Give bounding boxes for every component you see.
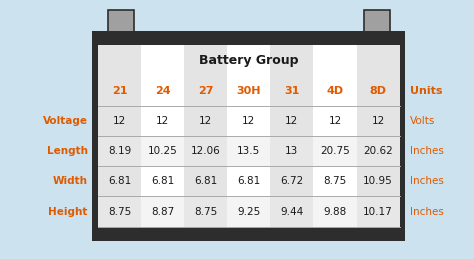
Text: 13: 13 [285,146,299,156]
Text: 12: 12 [113,116,126,126]
Text: 8.75: 8.75 [108,206,131,217]
Text: 9.44: 9.44 [280,206,303,217]
Text: 6.81: 6.81 [151,176,174,186]
Text: Inches: Inches [410,146,444,156]
Text: 20.62: 20.62 [363,146,393,156]
Text: 6.72: 6.72 [280,176,303,186]
Text: 9.25: 9.25 [237,206,261,217]
Text: 9.88: 9.88 [323,206,346,217]
Text: 8.19: 8.19 [108,146,131,156]
Bar [98,45,141,227]
Text: 12: 12 [242,116,255,126]
Bar [364,10,390,34]
Text: Length: Length [47,146,88,156]
Text: 8.75: 8.75 [323,176,346,186]
Bar [184,45,228,227]
Text: 20.75: 20.75 [320,146,350,156]
Bar [98,45,400,227]
Text: 8D: 8D [370,86,387,96]
Text: 13.5: 13.5 [237,146,261,156]
Text: 6.81: 6.81 [237,176,261,186]
Text: 4D: 4D [327,86,344,96]
Text: Inches: Inches [410,176,444,186]
Text: 21: 21 [112,86,128,96]
Text: 12: 12 [372,116,385,126]
Text: Inches: Inches [410,206,444,217]
Text: Width: Width [53,176,88,186]
Text: Battery Group: Battery Group [199,54,299,67]
Text: 12: 12 [285,116,299,126]
Text: 12: 12 [156,116,169,126]
Text: Height: Height [48,206,88,217]
Text: 6.81: 6.81 [194,176,218,186]
Text: 30H: 30H [237,86,261,96]
Text: 10.17: 10.17 [363,206,393,217]
Text: 12.06: 12.06 [191,146,221,156]
Text: 10.25: 10.25 [148,146,178,156]
Text: Volts: Volts [410,116,436,126]
Text: 8.87: 8.87 [151,206,174,217]
Text: Units: Units [410,86,443,96]
Bar [98,196,400,227]
Text: 31: 31 [284,86,300,96]
Text: 27: 27 [198,86,213,96]
Bar [98,136,400,166]
Text: 24: 24 [155,86,171,96]
Text: Voltage: Voltage [43,116,88,126]
Text: 12: 12 [328,116,342,126]
Text: 6.81: 6.81 [108,176,131,186]
Bar [108,10,134,34]
Bar [270,45,313,227]
Bar [92,31,405,241]
Text: 10.95: 10.95 [363,176,393,186]
Bar [356,45,400,227]
Text: 12: 12 [199,116,212,126]
Text: 8.75: 8.75 [194,206,218,217]
